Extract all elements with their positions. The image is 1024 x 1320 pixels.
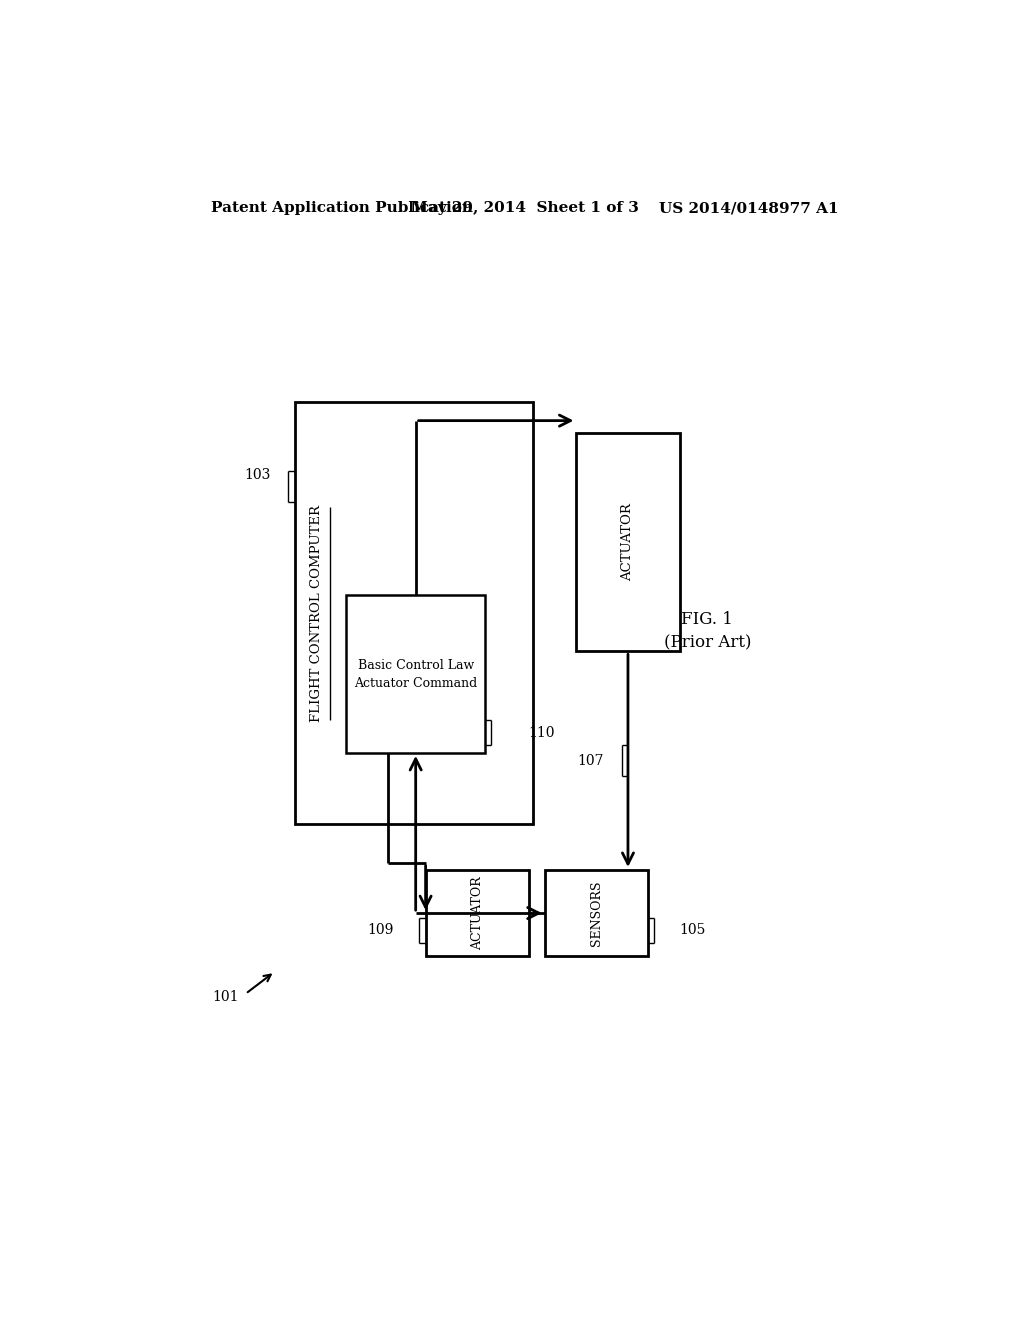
Text: 107: 107 <box>578 754 604 768</box>
Bar <box>346 595 485 752</box>
Bar <box>545 870 648 956</box>
Text: Patent Application Publication: Patent Application Publication <box>211 201 473 215</box>
Bar <box>577 433 680 651</box>
Text: SENSORS: SENSORS <box>590 880 603 946</box>
Text: 109: 109 <box>368 924 394 937</box>
Text: 101: 101 <box>213 990 240 1005</box>
Text: US 2014/0148977 A1: US 2014/0148977 A1 <box>658 201 839 215</box>
Text: FIG. 1
(Prior Art): FIG. 1 (Prior Art) <box>664 611 751 651</box>
Text: 103: 103 <box>245 467 270 482</box>
Bar <box>426 870 528 956</box>
Text: 110: 110 <box>528 726 555 739</box>
Text: ACTUATOR: ACTUATOR <box>622 503 635 581</box>
Text: Basic Control Law
Actuator Command: Basic Control Law Actuator Command <box>354 659 477 690</box>
Text: ACTUATOR: ACTUATOR <box>471 876 483 950</box>
Text: May 29, 2014  Sheet 1 of 3: May 29, 2014 Sheet 1 of 3 <box>411 201 639 215</box>
Bar <box>295 403 532 824</box>
Text: FLIGHT CONTROL COMPUTER: FLIGHT CONTROL COMPUTER <box>310 504 324 722</box>
Text: 105: 105 <box>680 924 706 937</box>
